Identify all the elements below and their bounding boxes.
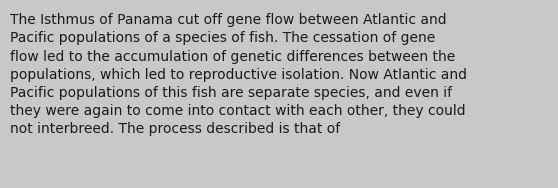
- Text: The Isthmus of Panama cut off gene flow between Atlantic and
Pacific populations: The Isthmus of Panama cut off gene flow …: [10, 13, 467, 136]
